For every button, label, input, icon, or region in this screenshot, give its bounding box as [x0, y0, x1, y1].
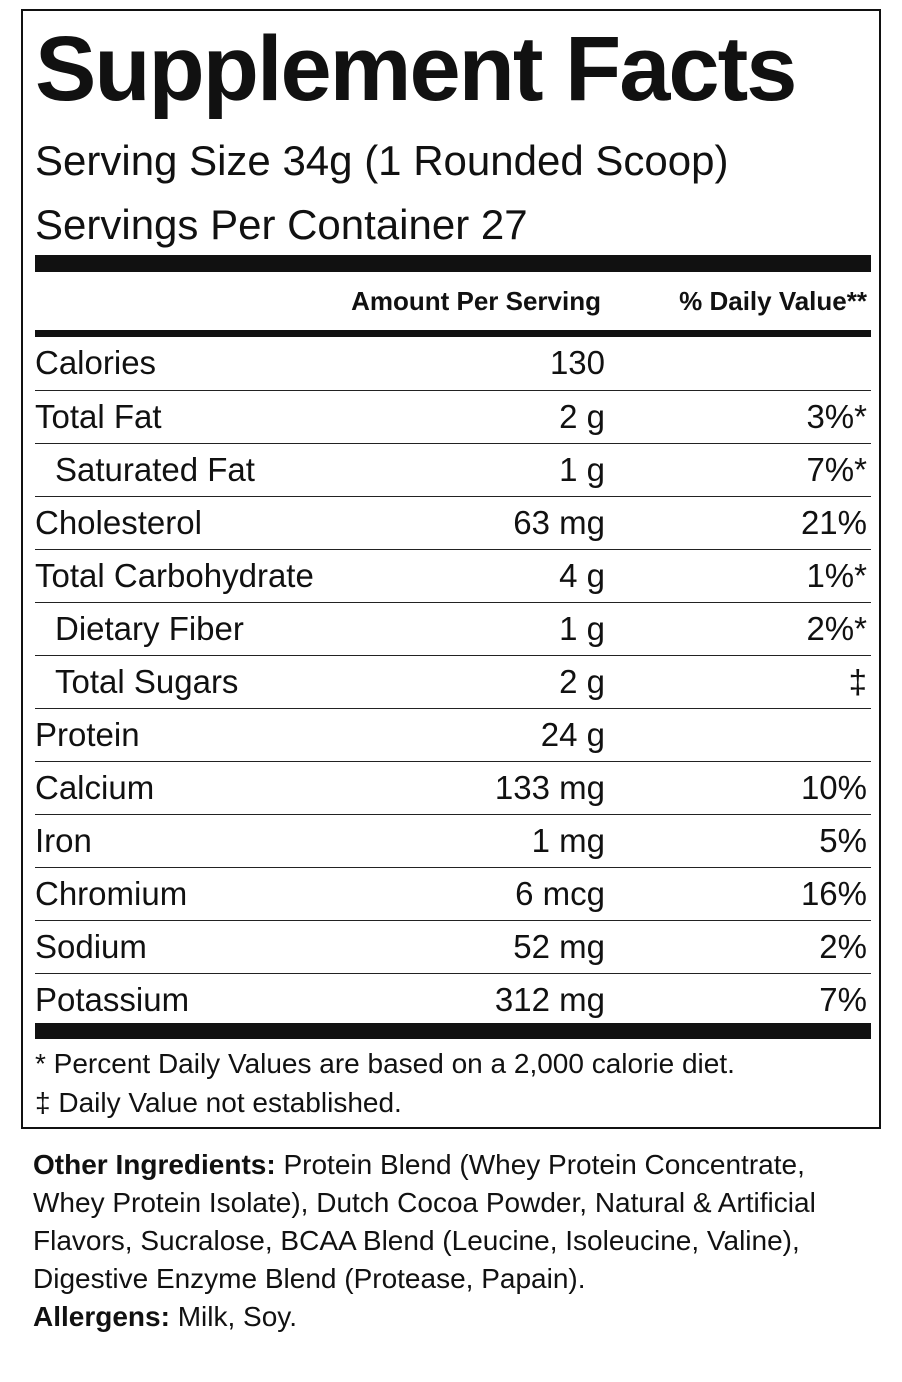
nutrient-daily-value: 1%* [806, 557, 867, 594]
nutrient-row-cholesterol: Cholesterol 63 mg 21% [35, 496, 871, 549]
thick-divider-bottom [35, 1023, 871, 1039]
supplement-facts-panel: Supplement Facts Serving Size 34g (1 Rou… [21, 9, 881, 1129]
allergens-text: Milk, Soy. [169, 1301, 297, 1332]
nutrient-amount: 133 mg [494, 769, 605, 806]
nutrient-name: Cholesterol [35, 504, 202, 541]
nutrient-row-chromium: Chromium 6 mcg 16% [35, 867, 871, 920]
nutrient-daily-value: ‡ [848, 663, 867, 700]
nutrient-daily-value: 2%* [806, 610, 867, 647]
serving-size: Serving Size 34g (1 Rounded Scoop) [35, 137, 729, 184]
nutrient-row-total-fat: Total Fat 2 g 3%* [35, 390, 871, 443]
nutrient-name: Chromium [35, 875, 188, 912]
daily-value-header: % Daily Value** [679, 286, 867, 316]
other-ingredients: Other Ingredients: Protein Blend (Whey P… [33, 1146, 873, 1298]
nutrient-row-calories: Calories 130 [35, 337, 871, 390]
nutrient-amount: 130 [549, 344, 605, 381]
nutrient-daily-value: 10% [800, 769, 867, 806]
nutrient-amount: 1 mg [531, 822, 605, 859]
thick-divider-top [35, 255, 871, 272]
nutrient-row-calcium: Calcium 133 mg 10% [35, 761, 871, 814]
nutrient-row-dietary-fiber: Dietary Fiber 1 g 2%* [35, 602, 871, 655]
nutrient-amount: 1 g [559, 451, 605, 488]
nutrient-name: Total Sugars [55, 663, 239, 700]
nutrient-amount: 24 g [540, 716, 605, 753]
medium-divider [35, 330, 871, 337]
nutrient-daily-value: 16% [800, 875, 867, 912]
nutrient-daily-value: 21% [800, 504, 867, 541]
nutrient-row-protein: Protein 24 g [35, 708, 871, 761]
nutrient-name: Protein [35, 716, 140, 753]
nutrient-daily-value: 5% [819, 822, 867, 859]
nutrient-table: Calories 130 Total Fat 2 g 3%* Saturated… [35, 337, 871, 1026]
allergens-label: Allergens: [33, 1301, 170, 1332]
nutrient-amount: 52 mg [513, 928, 605, 965]
nutrient-daily-value: 7% [819, 981, 867, 1018]
nutrient-name: Dietary Fiber [55, 610, 244, 647]
nutrient-name: Calcium [35, 769, 155, 806]
nutrient-row-iron: Iron 1 mg 5% [35, 814, 871, 867]
nutrient-amount: 4 g [559, 557, 605, 594]
nutrient-name: Calories [35, 344, 157, 381]
nutrient-row-total-carbohydrate: Total Carbohydrate 4 g 1%* [35, 549, 871, 602]
nutrient-amount: 2 g [559, 398, 605, 435]
nutrient-daily-value: 3%* [806, 398, 867, 435]
nutrient-name: Total Fat [35, 398, 162, 435]
panel-title: Supplement Facts [35, 18, 797, 120]
nutrient-daily-value: 7%* [806, 451, 867, 488]
ingredients-section: Other Ingredients: Protein Blend (Whey P… [33, 1146, 873, 1336]
nutrient-amount: 6 mcg [515, 875, 605, 912]
nutrient-name: Total Carbohydrate [35, 557, 314, 594]
nutrient-daily-value: 2% [819, 928, 867, 965]
nutrient-amount: 2 g [559, 663, 605, 700]
nutrient-row-potassium: Potassium 312 mg 7% [35, 973, 871, 1026]
nutrient-name: Saturated Fat [55, 451, 255, 488]
nutrient-amount: 312 mg [494, 981, 605, 1018]
nutrient-row-total-sugars: Total Sugars 2 g ‡ [35, 655, 871, 708]
nutrient-name: Sodium [35, 928, 147, 965]
percent-daily-value-footnote: * Percent Daily Values are based on a 2,… [35, 1048, 735, 1079]
other-ingredients-text: Protein Blend (Whey Protein Concentrate,… [33, 1149, 816, 1294]
nutrient-row-saturated-fat: Saturated Fat 1 g 7%* [35, 443, 871, 496]
amount-per-serving-header: Amount Per Serving [351, 286, 601, 316]
nutrient-name: Iron [35, 822, 92, 859]
nutrient-amount: 1 g [559, 610, 605, 647]
allergens: Allergens: Milk, Soy. [33, 1298, 873, 1336]
nutrient-name: Potassium [35, 981, 190, 1018]
other-ingredients-label: Other Ingredients: [33, 1149, 276, 1180]
servings-per-container: Servings Per Container 27 [35, 201, 528, 248]
nutrient-amount: 63 mg [513, 504, 605, 541]
daily-value-not-established-footnote: ‡ Daily Value not established. [35, 1087, 402, 1118]
nutrient-row-sodium: Sodium 52 mg 2% [35, 920, 871, 973]
